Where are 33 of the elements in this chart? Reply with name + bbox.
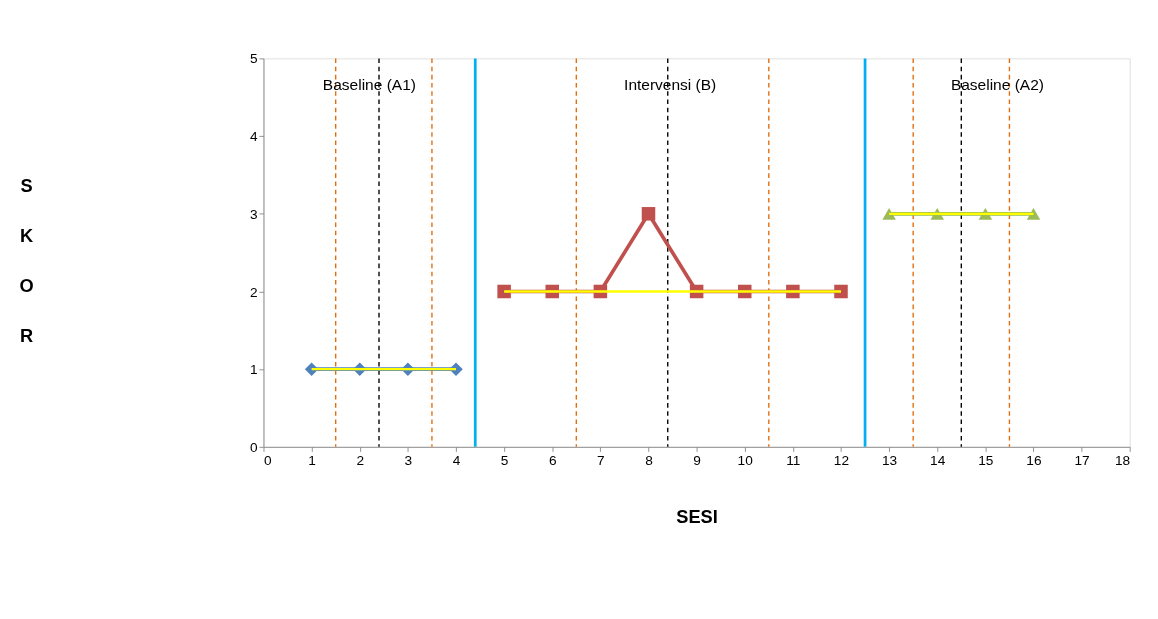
- x-tick-label: 1: [308, 452, 316, 468]
- x-tick-label: 4: [452, 452, 461, 468]
- x-tick-label: 11: [786, 452, 801, 468]
- x-tick-label: 3: [404, 452, 413, 468]
- annotation: Baseline (A1): [322, 76, 416, 94]
- text: SKOR: [19, 175, 34, 347]
- point: [882, 207, 896, 220]
- x-axis-title: SESI: [676, 506, 718, 527]
- x-tick-label: 8: [645, 452, 653, 468]
- x-tick-label: 9: [693, 452, 701, 468]
- x-tick-label: 0: [263, 452, 272, 468]
- x-tick-label: 15: [978, 452, 994, 468]
- x-tick-label: 18: [1114, 452, 1131, 468]
- annotation: Intervensi (B): [624, 76, 717, 94]
- y-tick-label: 4: [249, 129, 258, 145]
- x-tick-label: 17: [1074, 452, 1090, 468]
- annotation: Baseline (A2): [950, 76, 1044, 94]
- y-tick-label: 5: [249, 51, 258, 67]
- x-tick-label: 12: [833, 452, 850, 468]
- x-tick-label: 7: [597, 452, 605, 468]
- x-tick-label: 13: [881, 452, 898, 468]
- point: [641, 207, 656, 221]
- x-tick-label: 5: [500, 452, 509, 468]
- x-tick-label: 14: [930, 452, 946, 468]
- y-tick-label: 3: [249, 206, 258, 222]
- y-tick-label: 0: [249, 439, 258, 455]
- x-tick-label: 2: [356, 452, 365, 468]
- y-tick-label: 1: [249, 362, 258, 378]
- x-tick-label: 6: [548, 452, 557, 468]
- y-tick-label: 2: [249, 284, 258, 300]
- x-tick-label: 10: [737, 452, 754, 468]
- point: [1026, 207, 1041, 220]
- x-tick-label: 16: [1026, 452, 1042, 468]
